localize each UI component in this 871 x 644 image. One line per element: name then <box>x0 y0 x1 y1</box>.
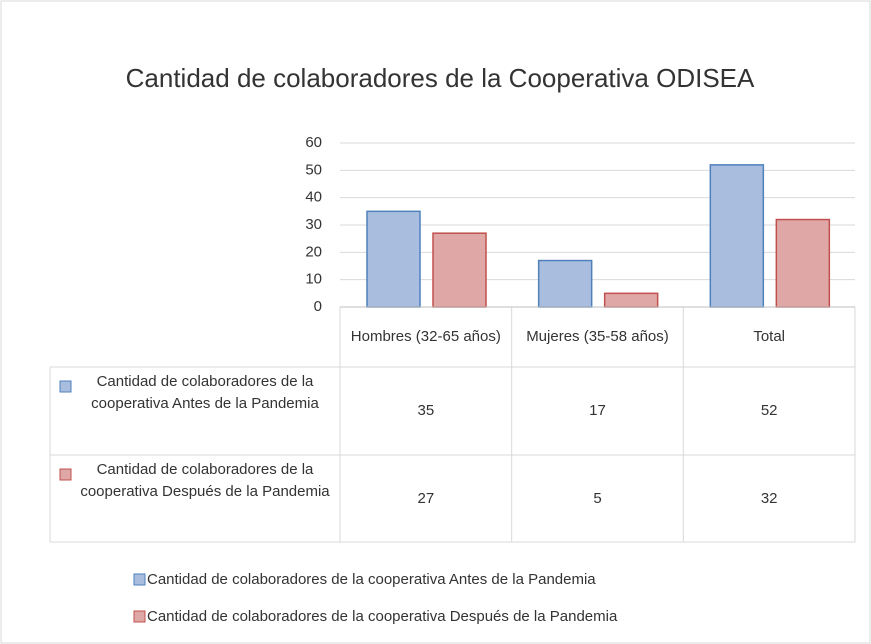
y-tick-label: 50 <box>305 161 322 178</box>
bar <box>775 218 831 308</box>
bar <box>537 259 593 308</box>
category-label-box: Hombres (32-65 años) <box>350 328 501 345</box>
table-value: 5 <box>593 489 602 507</box>
y-tick-label: 30 <box>305 216 322 233</box>
table-value: 17 <box>589 402 606 419</box>
table-value-box: 52 <box>760 402 778 419</box>
table-value: 52 <box>760 402 778 419</box>
legend-label: Cantidad de colaboradores de la cooperat… <box>147 608 618 625</box>
y-tick-label: 40 <box>305 189 322 206</box>
table-series-name: Cantidad de colaboradores de la cooperat… <box>91 373 319 412</box>
chart-title-box: Cantidad de colaboradores de la Cooperat… <box>125 62 755 93</box>
category-label: Hombres (32-65 años) <box>350 328 501 345</box>
legend-label: Cantidad de colaboradores de la cooperat… <box>147 571 596 588</box>
table-value: 35 <box>417 402 435 419</box>
y-tick-label: 20 <box>305 243 322 260</box>
category-label-box: Total <box>753 328 785 345</box>
table-value-box: 32 <box>760 489 778 507</box>
category-label-box: Mujeres (35-58 años) <box>526 328 669 345</box>
chart-title: Cantidad de colaboradores de la Cooperat… <box>125 62 755 93</box>
table-value-box: 27 <box>417 489 435 507</box>
table-legend-key <box>59 468 72 481</box>
table-value-box: 35 <box>417 402 435 419</box>
y-tick-label: 0 <box>314 298 322 315</box>
bar <box>709 164 765 308</box>
bar <box>366 210 421 308</box>
table-value: 27 <box>417 489 435 507</box>
table-series-name-box: Cantidad de colaboradores de la cooperat… <box>80 461 330 500</box>
table-series-name: Cantidad de colaboradores de la cooperat… <box>80 461 330 500</box>
legend-key <box>133 610 146 623</box>
table-value-box: 5 <box>593 489 602 507</box>
category-label: Mujeres (35-58 años) <box>526 328 669 345</box>
legend-key <box>133 573 146 586</box>
y-tick-label: 60 <box>305 134 322 151</box>
bar <box>603 292 659 308</box>
table-value: 32 <box>760 489 778 507</box>
table-value-box: 17 <box>589 402 606 419</box>
y-tick-label: 10 <box>305 271 322 288</box>
bar <box>432 232 487 308</box>
table-legend-key <box>59 380 72 393</box>
category-label: Total <box>753 328 785 345</box>
table-series-name-box: Cantidad de colaboradores de la cooperat… <box>91 373 319 412</box>
